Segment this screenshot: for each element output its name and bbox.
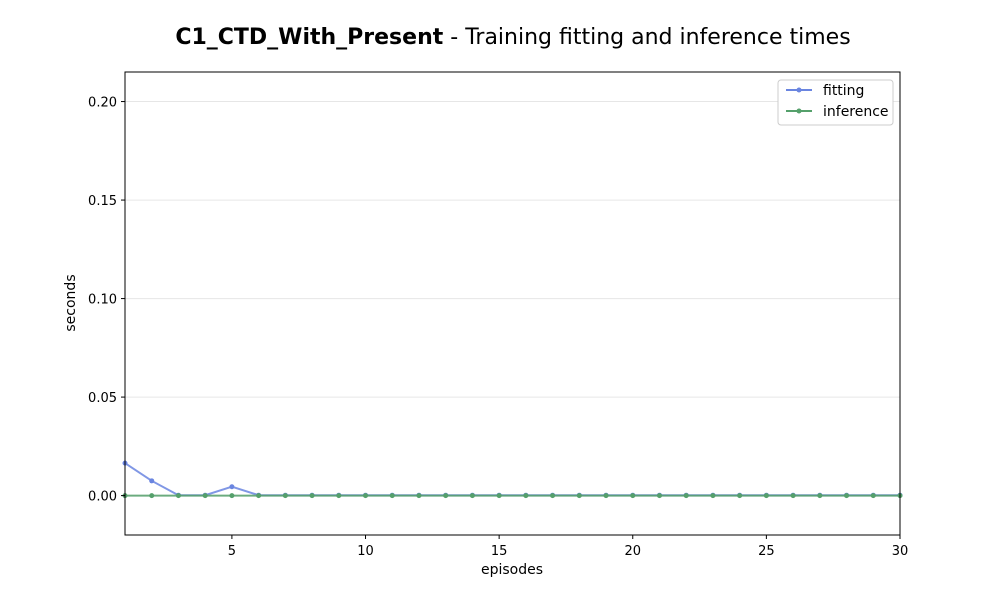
data-point-inference-20 — [630, 493, 636, 499]
series-inference — [122, 493, 903, 499]
y-tick-label-4: 0.20 — [88, 96, 117, 111]
chart-title-rest: - Training fitting and inference times — [443, 25, 850, 50]
data-point-inference-22 — [683, 493, 689, 499]
y-tick-label-3: 0.15 — [88, 194, 117, 209]
data-point-inference-6 — [256, 493, 262, 499]
data-point-inference-7 — [282, 493, 288, 499]
x-axis-ticks: 5 10 15 20 25 30 — [228, 535, 909, 559]
data-point-inference-2 — [149, 493, 155, 499]
x-tick-label-5: 30 — [892, 544, 909, 559]
data-point-inference-11 — [389, 493, 395, 499]
chart-title: C1_CTD_With_Present - Training fitting a… — [175, 25, 850, 50]
data-point-inference-24 — [737, 493, 743, 499]
data-point-inference-15 — [496, 493, 502, 499]
data-point-inference-14 — [469, 493, 475, 499]
data-point-inference-19 — [603, 493, 609, 499]
data-point-inference-27 — [817, 493, 823, 499]
data-point-inference-4 — [202, 493, 208, 499]
legend-box — [777, 79, 894, 126]
data-point-inference-18 — [576, 493, 582, 499]
legend: fitting inference — [777, 79, 894, 126]
data-point-inference-5 — [229, 493, 235, 499]
data-point-fitting-2 — [149, 478, 155, 484]
x-axis-label: episodes — [481, 562, 543, 578]
data-point-inference-28 — [844, 493, 850, 499]
data-point-inference-8 — [309, 493, 315, 499]
y-tick-label-1: 0.05 — [88, 391, 117, 406]
x-tick-label-3: 20 — [624, 544, 641, 559]
legend-marker-inference — [796, 108, 802, 114]
series-fitting — [122, 460, 903, 498]
chart-title-bold: C1_CTD_With_Present — [175, 25, 443, 50]
data-point-fitting-5 — [229, 484, 235, 490]
x-tick-label-1: 10 — [357, 544, 374, 559]
x-tick-label-2: 15 — [491, 544, 508, 559]
y-axis-ticks: 0.00 0.05 0.10 0.15 0.20 — [88, 96, 125, 505]
data-point-inference-17 — [550, 493, 556, 499]
y-tick-label-0: 0.00 — [88, 490, 117, 505]
data-point-inference-3 — [175, 493, 181, 499]
y-axis-label: seconds — [63, 274, 79, 331]
x-tick-label-0: 5 — [228, 544, 236, 559]
data-point-inference-25 — [763, 493, 769, 499]
legend-marker-fitting — [796, 87, 802, 93]
data-point-inference-23 — [710, 493, 716, 499]
data-point-inference-16 — [523, 493, 529, 499]
data-point-inference-21 — [656, 493, 662, 499]
x-tick-label-4: 25 — [758, 544, 775, 559]
data-point-inference-9 — [336, 493, 342, 499]
data-point-inference-13 — [443, 493, 449, 499]
legend-label-inference: inference — [823, 104, 889, 120]
plot-series — [122, 460, 903, 499]
series-line-fitting — [124, 462, 900, 497]
y-tick-label-2: 0.10 — [88, 293, 117, 308]
gridlines — [125, 101, 900, 497]
data-point-inference-10 — [363, 493, 369, 499]
data-point-inference-29 — [870, 493, 876, 499]
data-point-inference-26 — [790, 493, 796, 499]
data-point-inference-12 — [416, 493, 422, 499]
plot-frame — [124, 71, 901, 536]
legend-label-fitting: fitting — [823, 83, 864, 99]
